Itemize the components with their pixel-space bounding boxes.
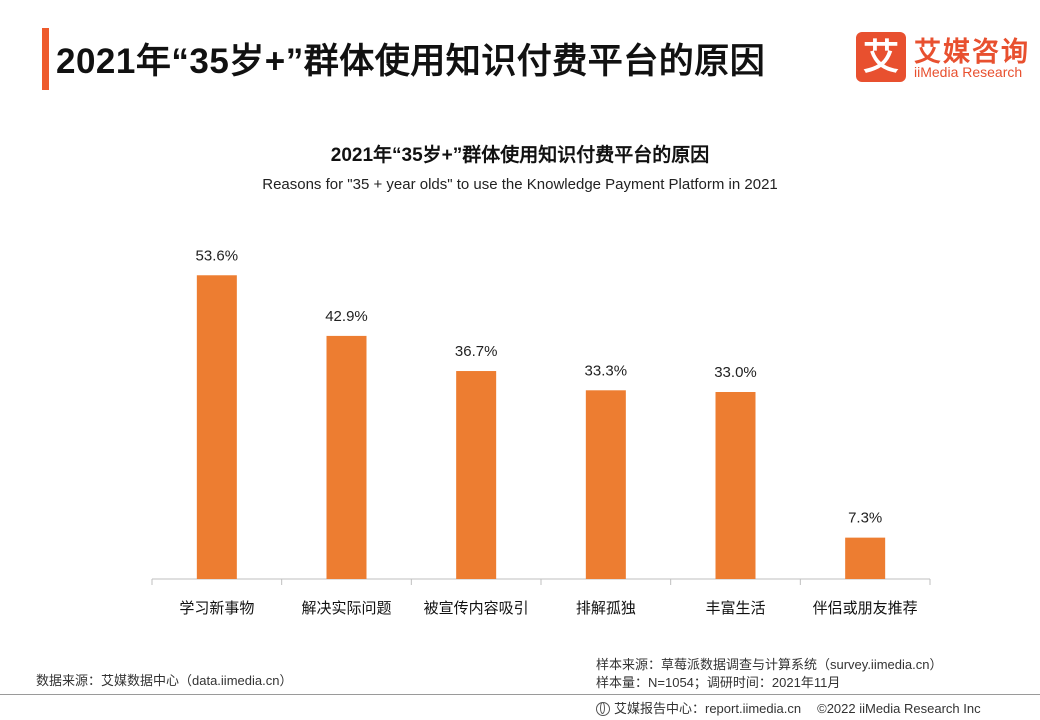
globe-icon — [596, 702, 610, 716]
title-accent-bar — [42, 28, 49, 90]
footer: 艾媒报告中心：report.iimedia.cn ©2022 iiMedia Re… — [596, 698, 981, 717]
sample-size: 样本量：N=1054；调研时间：2021年11月 — [596, 675, 841, 690]
category-label-4: 排解孤独 — [576, 600, 636, 617]
report-center-link[interactable]: 艾媒报告中心：report.iimedia.cn — [614, 701, 802, 716]
bar-1 — [196, 275, 237, 579]
logo-chinese-name: 艾媒咨询 — [914, 37, 1030, 67]
data-label-6: 7.3% — [848, 510, 882, 527]
data-label-2: 42.9% — [325, 308, 368, 325]
category-label-3: 被宣传内容吸引 — [424, 600, 529, 617]
sample-source: 样本来源：草莓派数据调查与计算系统（survey.iimedia.cn） — [596, 657, 943, 672]
logo-english-name: iiMedia Research — [914, 64, 1023, 80]
category-label-1: 学习新事物 — [179, 600, 254, 617]
copyright: ©2022 iiMedia Research Inc — [817, 701, 981, 716]
page-title: 2021年“35岁+”群体使用知识付费平台的原因 — [56, 42, 766, 81]
category-label-6: 伴侣或朋友推荐 — [813, 600, 918, 617]
data-label-5: 33.0% — [714, 364, 757, 381]
chart-subtitle: Reasons for "35 + year olds" to use the … — [262, 176, 778, 193]
data-label-4: 33.3% — [585, 362, 628, 379]
bar-4 — [585, 390, 626, 579]
bar-3 — [456, 371, 497, 579]
sample-info: 样本来源：草莓派数据调查与计算系统（survey.iimedia.cn） 样本量… — [596, 656, 942, 692]
bar-6 — [845, 537, 886, 579]
category-label-5: 丰富生活 — [705, 599, 765, 617]
data-label-3: 36.7% — [455, 343, 498, 360]
bar-5 — [715, 392, 756, 579]
logo-mark: 艾 — [856, 32, 906, 82]
data-source: 数据来源：艾媒数据中心（data.iimedia.cn） — [36, 673, 293, 688]
data-label-1: 53.6% — [196, 247, 239, 264]
bar-2 — [326, 335, 367, 579]
category-label-2: 解决实际问题 — [301, 600, 391, 617]
iimedia-logo: 艾 艾媒咨询 iiMedia Research — [856, 30, 1028, 86]
footer-divider — [0, 694, 1040, 695]
chart-title: 2021年“35岁+”群体使用知识付费平台的原因 — [330, 145, 710, 166]
